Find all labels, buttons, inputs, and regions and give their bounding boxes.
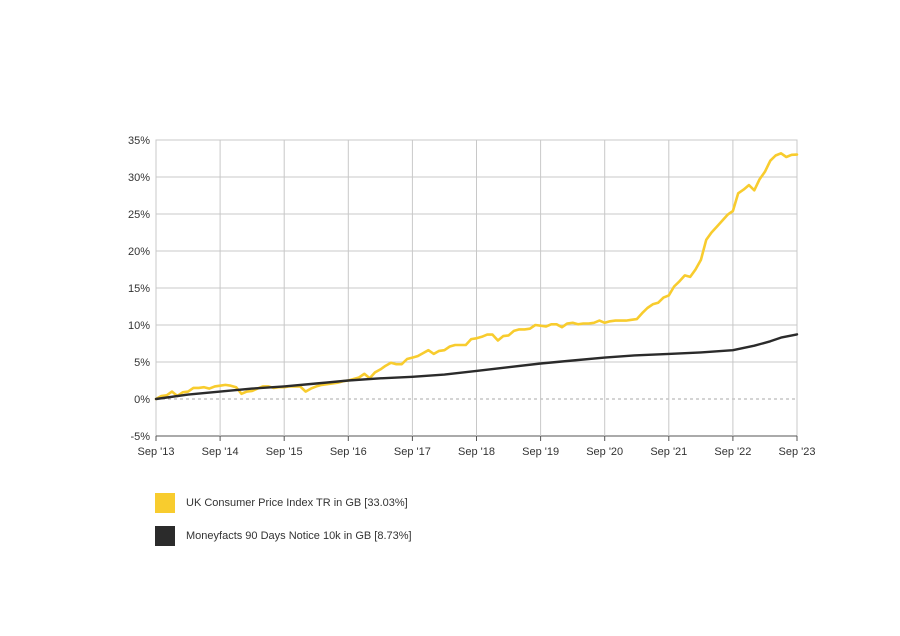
series-line-cpi: [154, 152, 799, 401]
x-tick-label: Sep '21: [650, 446, 687, 458]
y-tick-label: -5%: [130, 431, 150, 443]
legend-label-cpi: UK Consumer Price Index TR in GB [33.03%…: [186, 497, 408, 509]
y-tick-label: 35%: [128, 135, 150, 147]
x-axis-tick-labels: Sep '13 Sep '14 Sep '15 Sep '16 Sep '17 Sep '…: [138, 446, 816, 458]
legend-swatch-moneyfacts: [155, 526, 175, 546]
y-tick-label: 0%: [134, 394, 150, 406]
gridlines: [155, 140, 798, 441]
x-tick-label: Sep '19: [522, 446, 559, 458]
y-tick-label: 15%: [128, 283, 150, 295]
series-lines: [154, 152, 799, 401]
legend-label-moneyfacts: Moneyfacts 90 Days Notice 10k in GB [8.7…: [186, 530, 412, 542]
x-tick-label: Sep '22: [714, 446, 751, 458]
legend-item-moneyfacts: Moneyfacts 90 Days Notice 10k in GB [8.7…: [155, 525, 412, 547]
y-tick-label: 30%: [128, 172, 150, 184]
x-tick-label: Sep '23: [779, 446, 816, 458]
x-tick-label: Sep '15: [266, 446, 303, 458]
y-tick-label: 10%: [128, 320, 150, 332]
y-tick-label: 25%: [128, 209, 150, 221]
x-tick-label: Sep '14: [202, 446, 239, 458]
x-tick-label: Sep '18: [458, 446, 495, 458]
legend-item-cpi: UK Consumer Price Index TR in GB [33.03%…: [155, 492, 412, 514]
y-tick-label: 20%: [128, 246, 150, 258]
x-tick-label: Sep '16: [330, 446, 367, 458]
y-axis-tick-labels: -5% 0% 5% 10% 15% 20% 25% 30% 35%: [128, 135, 150, 443]
series-line-moneyfacts: [154, 333, 799, 401]
x-tick-label: Sep '20: [586, 446, 623, 458]
x-tick-label: Sep '17: [394, 446, 431, 458]
x-tick-label: Sep '13: [138, 446, 175, 458]
y-tick-label: 5%: [134, 357, 150, 369]
legend-swatch-cpi: [155, 493, 175, 513]
legend: UK Consumer Price Index TR in GB [33.03%…: [155, 492, 412, 558]
